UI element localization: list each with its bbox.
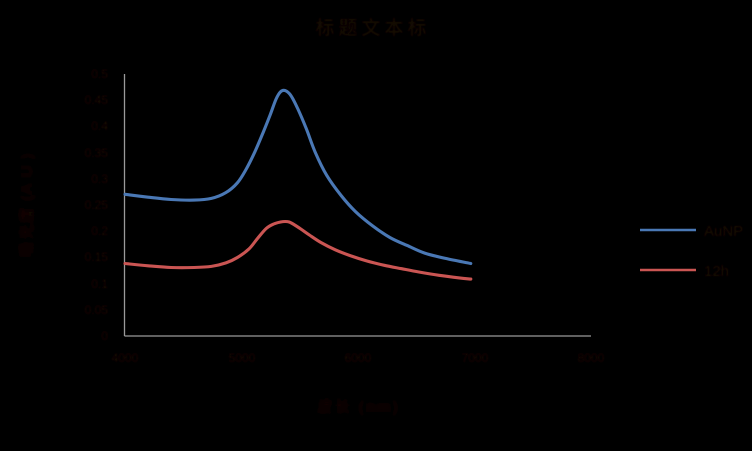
- svg-text:8000: 8000: [578, 351, 605, 365]
- svg-text:AuNP: AuNP: [704, 223, 743, 240]
- svg-text:0.15: 0.15: [85, 250, 109, 264]
- svg-text:0.1: 0.1: [91, 277, 108, 291]
- svg-text:0.05: 0.05: [85, 303, 109, 317]
- svg-text:吸光度 (A.U.): 吸光度 (A.U.): [18, 153, 36, 257]
- svg-text:0: 0: [101, 329, 108, 343]
- svg-text:4000: 4000: [112, 351, 139, 365]
- svg-text:0.45: 0.45: [85, 93, 109, 107]
- svg-text:0.5: 0.5: [91, 67, 108, 81]
- svg-text:5000: 5000: [229, 351, 256, 365]
- svg-text:7000: 7000: [462, 351, 489, 365]
- svg-text:0.4: 0.4: [91, 119, 108, 133]
- svg-text:0.3: 0.3: [91, 172, 108, 186]
- svg-text:标题文本标: 标题文本标: [315, 17, 430, 39]
- svg-text:12h: 12h: [704, 263, 729, 280]
- svg-text:波长 (nm): 波长 (nm): [316, 398, 399, 416]
- svg-text:0.25: 0.25: [85, 198, 109, 212]
- svg-text:0.2: 0.2: [91, 224, 108, 238]
- svg-text:0.35: 0.35: [85, 146, 109, 160]
- svg-text:6000: 6000: [345, 351, 372, 365]
